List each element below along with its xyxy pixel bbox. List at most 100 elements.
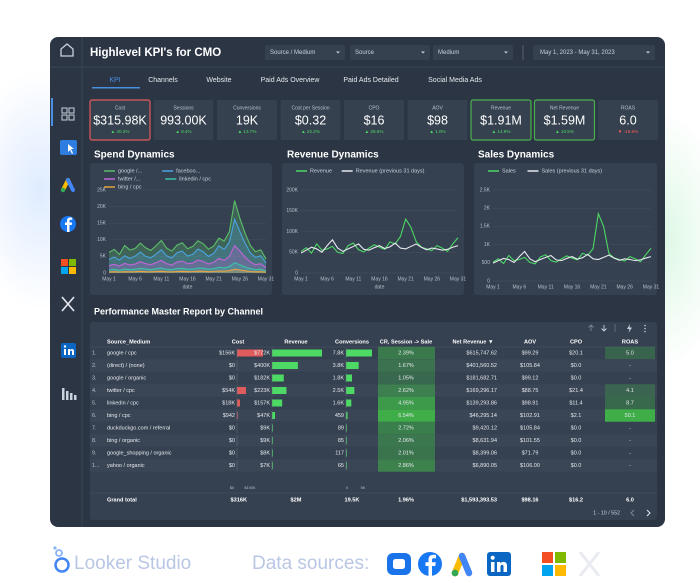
kpi-value: $315.98K — [93, 113, 147, 127]
series-line — [108, 262, 267, 272]
heatmap-cell — [605, 396, 655, 410]
filter-dropdown[interactable] — [265, 45, 345, 60]
table-cell: 3.8K — [333, 363, 345, 369]
sidebar-icon-grid[interactable] — [61, 107, 75, 121]
home-icon[interactable] — [60, 43, 74, 57]
table-toolbar[interactable] — [588, 324, 646, 333]
legend-label: linkedin / cpc — [179, 176, 211, 182]
nav-tab[interactable]: Paid Ads Overview — [261, 77, 321, 84]
x-tick-label: May 26 — [424, 276, 441, 282]
heatmap-cell — [378, 421, 435, 435]
table-cell: $106.00 — [520, 463, 540, 469]
pagination-arrows[interactable] — [630, 509, 651, 517]
table-cell: yahoo / organic — [107, 463, 145, 469]
table-cell: $8K — [260, 450, 270, 456]
nav-tab[interactable]: Channels — [148, 77, 178, 84]
table-cell: duckduckgo.com / referral — [107, 425, 170, 431]
table-cell: $0 — [229, 375, 235, 381]
sidebar-icon-facebook[interactable] — [60, 216, 76, 232]
cell-bar — [346, 374, 352, 382]
cell-bar — [346, 387, 355, 394]
table-cell: $21.4 — [569, 388, 583, 394]
cell-bar — [272, 449, 273, 457]
cell-bar — [346, 437, 347, 444]
nav-tab[interactable]: KPI — [109, 77, 120, 84]
table-cell: 65 — [338, 463, 344, 469]
row-index: 1... — [92, 463, 100, 469]
footer-sources-label: Data sources: — [252, 553, 369, 574]
total-cell: $16.2 — [569, 497, 583, 503]
nav-tab[interactable]: Social Media Ads — [428, 77, 482, 84]
table-cell: $47K — [257, 413, 270, 419]
table-cell: $6,890.05 — [473, 463, 497, 469]
x-tick-label: May 11 — [345, 276, 361, 282]
kpi-change: ▲ 13.7% — [238, 129, 257, 134]
table-cell: 5.0 — [626, 350, 634, 356]
kpi-label: Cost per Session — [291, 105, 329, 111]
table-cell: $9,420.12 — [473, 425, 497, 431]
table-cell: $0 — [229, 438, 235, 444]
table-header[interactable]: Revenue — [284, 339, 307, 345]
x-axis-label: date — [375, 284, 385, 290]
table-cell: 2.06% — [398, 438, 414, 444]
total-cell: $1,593,393.53 — [461, 497, 497, 503]
legend-label: twitter /... — [118, 176, 141, 182]
table-cell: $102.91 — [520, 413, 540, 419]
sidebar-icon-google-ads[interactable] — [60, 178, 75, 193]
table-cell: $46,295.14 — [469, 413, 497, 419]
sidebar-icon-bars[interactable] — [62, 388, 77, 400]
chart-title: Spend Dynamics — [94, 150, 175, 161]
heatmap-cell — [605, 409, 655, 422]
table-cell: $400K — [254, 363, 270, 369]
filter-dropdown[interactable] — [350, 45, 430, 60]
total-cell: $2M — [291, 497, 302, 503]
table-cell: linkedin / cpc — [107, 400, 139, 406]
heatmap-cell — [378, 396, 435, 410]
table-header[interactable]: AOV — [524, 339, 536, 345]
table-cell: $8,631.94 — [473, 438, 497, 444]
table-cell: - — [629, 450, 631, 456]
sidebar-icon-microsoft[interactable] — [61, 259, 76, 274]
sidebar-icon-linkedin[interactable] — [61, 343, 76, 358]
table-cell: $942 — [223, 413, 235, 419]
table-header[interactable]: ROAS — [622, 339, 638, 345]
filter-dropdown[interactable] — [433, 45, 513, 60]
table-cell: $0 — [229, 463, 235, 469]
sidebar-active-marker — [51, 98, 53, 126]
row-index: 4. — [92, 388, 97, 394]
table-cell: $0.0 — [571, 450, 582, 456]
cell-bar — [346, 424, 347, 432]
bar-axis-label: $0 — [230, 486, 234, 490]
kpi-value: $0.32 — [295, 113, 326, 127]
table-header[interactable]: CPO — [570, 339, 583, 345]
dropdown-arrow — [504, 51, 508, 54]
table-header[interactable]: Conversions — [335, 339, 369, 345]
kpi-change: ▼ -19.8% — [618, 129, 638, 134]
table-cell: $615,747.62 — [466, 350, 497, 356]
row-index: 6. — [92, 413, 97, 419]
heatmap-cell — [378, 459, 435, 472]
table-cell: $223K — [254, 388, 270, 394]
x-tick-label: May 31 — [258, 276, 275, 282]
kpi-card — [153, 100, 214, 140]
table-cell: $9K — [260, 438, 270, 444]
table-header[interactable]: Cost — [232, 339, 245, 345]
footer-brand: Looker Studio — [74, 553, 191, 574]
table-header[interactable]: Net Revenue ▼ — [453, 339, 494, 345]
row-index: 5. — [92, 400, 97, 406]
kpi-label: Sessions — [173, 105, 194, 111]
date-range-dropdown[interactable] — [533, 45, 655, 60]
sidebar-icon-report[interactable] — [60, 140, 77, 155]
table-cell: $98.91 — [522, 400, 539, 406]
nav-tab[interactable]: Paid Ads Detailed — [343, 77, 398, 84]
row-index: 9. — [92, 450, 97, 456]
table-header[interactable]: Source_Medium — [107, 339, 150, 345]
x-tick-label: May 21 — [397, 276, 414, 282]
row-stripe — [90, 409, 657, 422]
x-tick-label: May 6 — [513, 284, 527, 290]
nav-tab[interactable]: Website — [206, 77, 231, 84]
table-header[interactable]: CR, Session -> Sale — [380, 339, 432, 345]
chart-panel — [474, 163, 657, 295]
sidebar-icon-x[interactable] — [61, 296, 75, 312]
